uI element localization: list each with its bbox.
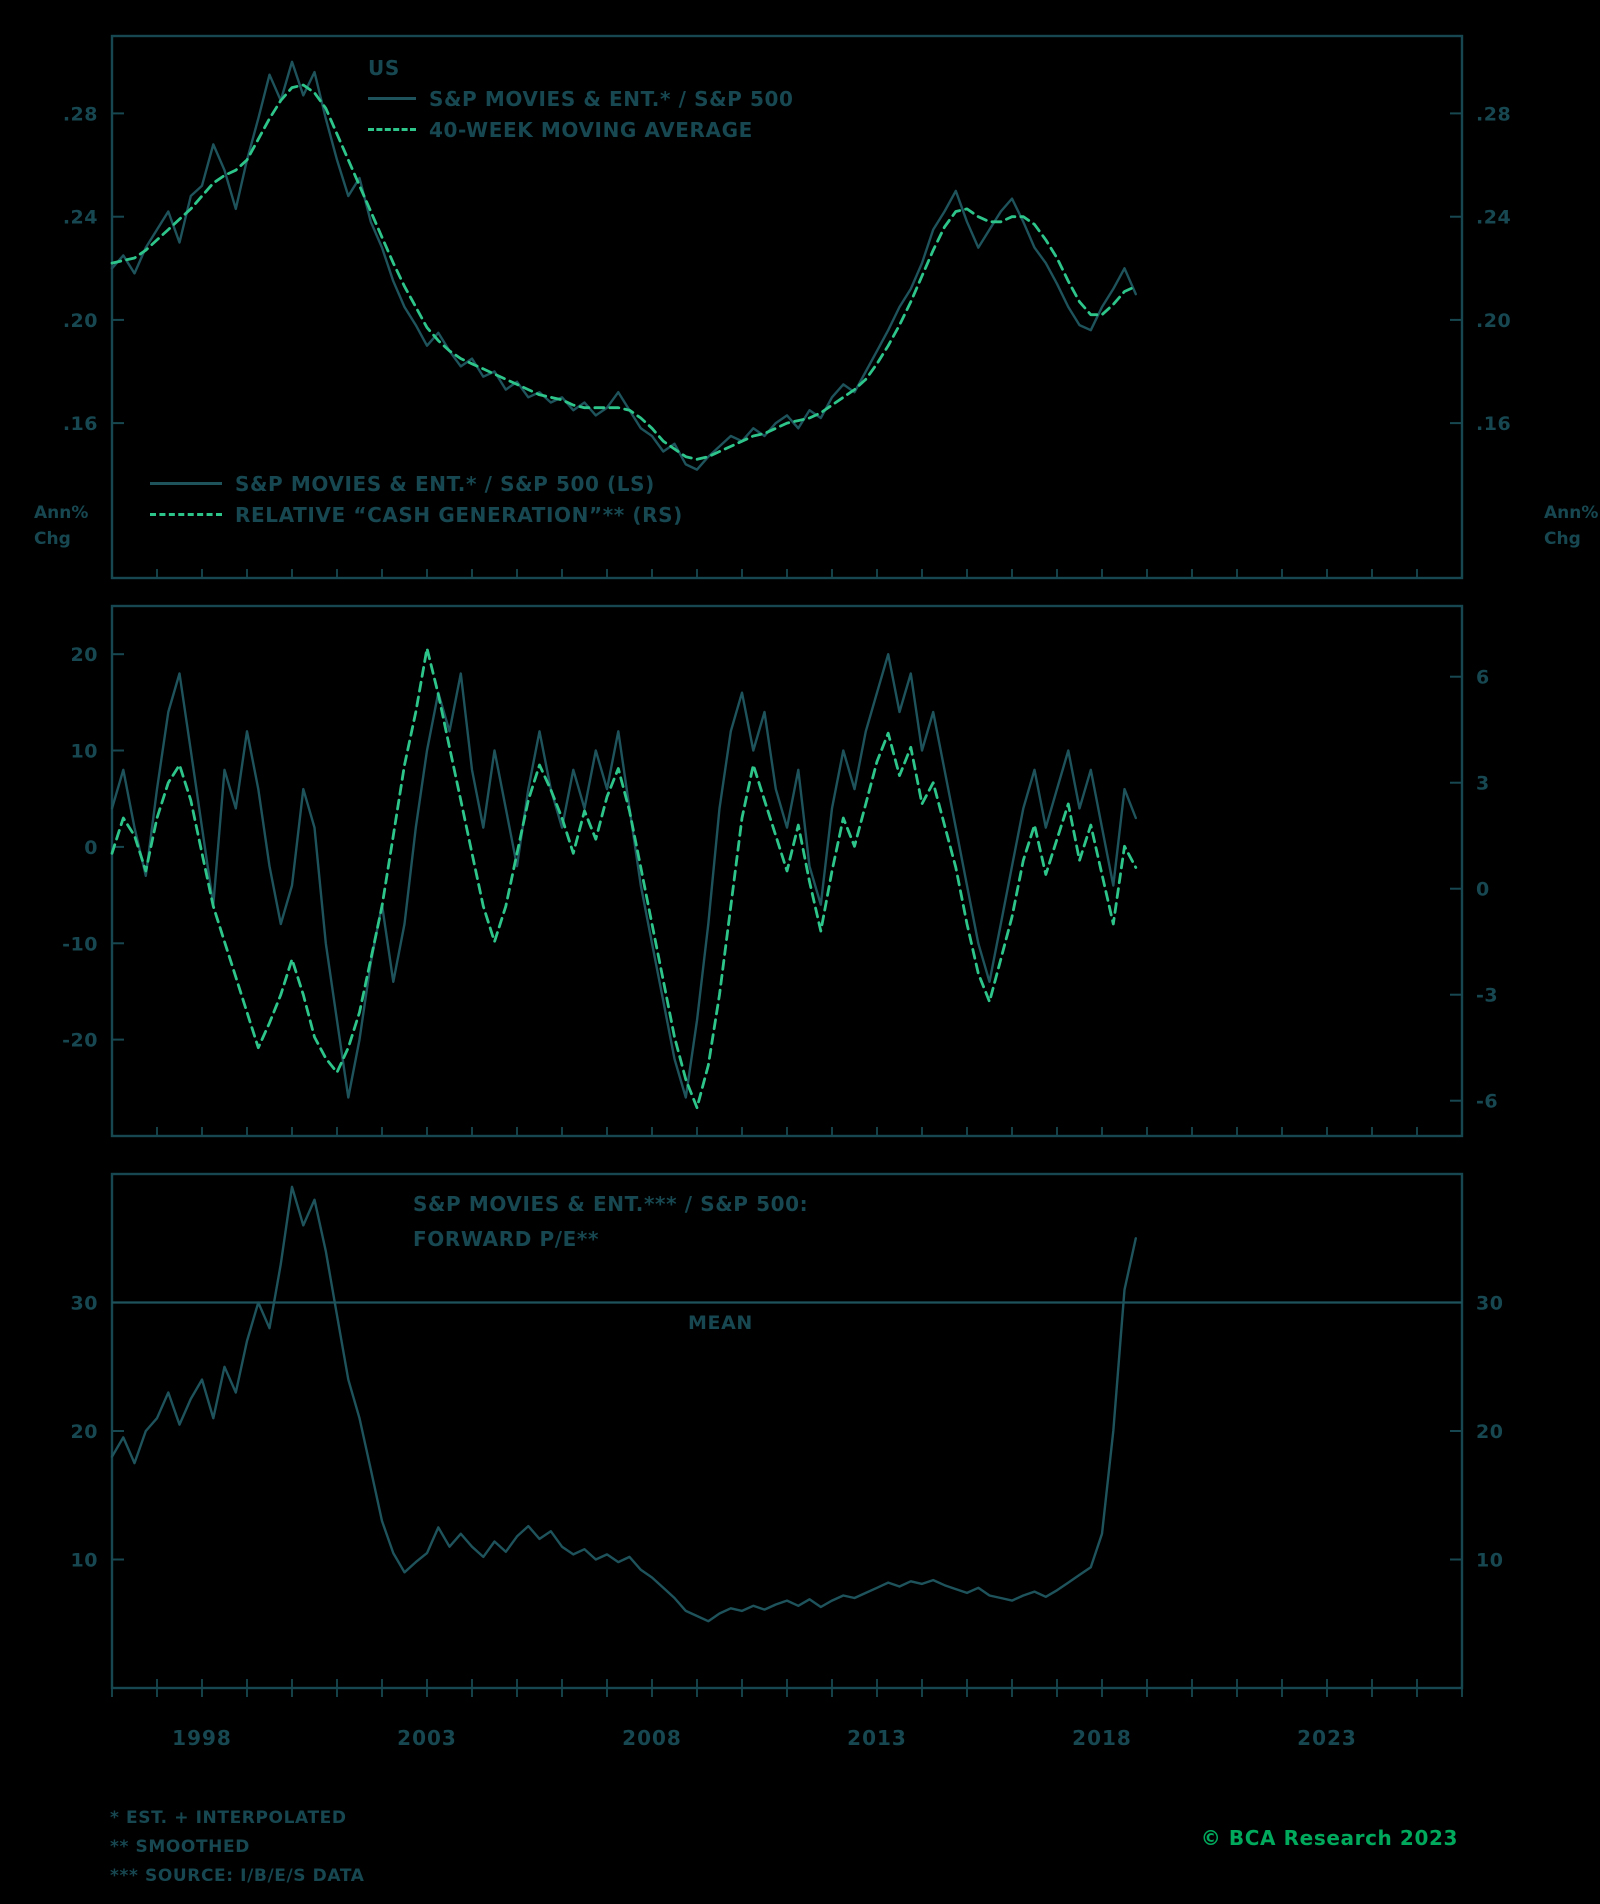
panel1-series1-row: S&P MOVIES & ENT.* / S&P 500 bbox=[368, 83, 794, 114]
x-axis-year-label: 2023 bbox=[1297, 1726, 1357, 1750]
y-tick-label-left: .16 bbox=[63, 413, 98, 435]
sp-movies-ent-rel-sp500-yoy bbox=[110, 653, 1138, 1099]
y-tick-label-right: 20 bbox=[1476, 1421, 1503, 1443]
panel2-series2-label: RELATIVE “CASH GENERATION”** (RS) bbox=[235, 502, 683, 527]
panel3-title-line2: FORWARD P/E** bbox=[413, 1227, 600, 1251]
panel2-legend: S&P MOVIES & ENT.* / S&P 500 (LS) RELATI… bbox=[150, 468, 683, 530]
footnote-3: *** SOURCE: I/B/E/S DATA bbox=[110, 1866, 365, 1886]
panel3-title: S&P MOVIES & ENT.*** / S&P 500: FORWARD … bbox=[413, 1192, 808, 1262]
y-tick-label-left: 20 bbox=[71, 644, 98, 666]
panel1-series2-row: 40-WEEK MOVING AVERAGE bbox=[368, 114, 794, 145]
y-tick-label-right: 10 bbox=[1476, 1550, 1503, 1572]
y-tick-label-left: 0 bbox=[84, 837, 98, 859]
y-tick-label-right: .28 bbox=[1476, 103, 1511, 125]
copyright: © BCA Research 2023 bbox=[1200, 1826, 1458, 1850]
right-axis-unit: Chg bbox=[1544, 529, 1581, 549]
y-tick-label-left: .24 bbox=[63, 207, 98, 229]
panel3-title-line1: S&P MOVIES & ENT.*** / S&P 500: bbox=[413, 1192, 809, 1216]
panel1-series2-label: 40-WEEK MOVING AVERAGE bbox=[429, 117, 753, 142]
x-axis-year-label: 2003 bbox=[397, 1726, 457, 1750]
y-tick-label-left: 20 bbox=[71, 1421, 98, 1443]
sp-movies-ent-rel-sp500 bbox=[110, 60, 1138, 471]
y-tick-label-right: -3 bbox=[1476, 985, 1498, 1007]
footnotes: * EST. + INTERPOLATED ** SMOOTHED *** SO… bbox=[110, 1804, 364, 1891]
relative-cash-generation bbox=[110, 647, 1138, 1110]
x-axis-year-label: 1998 bbox=[172, 1726, 232, 1750]
40-week-moving-average bbox=[110, 83, 1138, 461]
y-tick-label-right: .20 bbox=[1476, 310, 1511, 332]
left-axis-unit: Chg bbox=[34, 529, 71, 549]
x-axis-year-label: 2008 bbox=[622, 1726, 682, 1750]
panel2-series2-row: RELATIVE “CASH GENERATION”** (RS) bbox=[150, 499, 683, 530]
y-tick-label-left: -10 bbox=[62, 933, 98, 955]
y-tick-label-left: .20 bbox=[63, 310, 98, 332]
dark-line-swatch bbox=[150, 482, 222, 485]
y-tick-label-left: -20 bbox=[62, 1030, 98, 1052]
region-label: US bbox=[368, 55, 400, 80]
y-tick-label-right: 3 bbox=[1476, 773, 1490, 795]
green-dashed-line-swatch bbox=[150, 513, 222, 516]
green-dashed-line-swatch bbox=[368, 128, 416, 131]
y-tick-label-right: .24 bbox=[1476, 207, 1511, 229]
y-tick-label-left: 10 bbox=[71, 1550, 98, 1572]
panel2-series1-row: S&P MOVIES & ENT.* / S&P 500 (LS) bbox=[150, 468, 683, 499]
panel2-series1-label: S&P MOVIES & ENT.* / S&P 500 (LS) bbox=[235, 471, 655, 496]
x-axis-year-label: 2013 bbox=[847, 1726, 907, 1750]
forward-pe bbox=[110, 1185, 1138, 1623]
y-tick-label-left: 10 bbox=[71, 741, 98, 763]
y-tick-label-right: 30 bbox=[1476, 1293, 1503, 1315]
right-axis-unit: Ann% bbox=[1544, 503, 1598, 523]
left-axis-unit: Ann% bbox=[34, 503, 88, 523]
footnote-1: * EST. + INTERPOLATED bbox=[110, 1808, 347, 1828]
mean-annotation: MEAN bbox=[688, 1312, 753, 1334]
panel1-series1-label: S&P MOVIES & ENT.* / S&P 500 bbox=[429, 86, 794, 111]
y-tick-label-right: 0 bbox=[1476, 879, 1490, 901]
y-tick-label-right: .16 bbox=[1476, 413, 1511, 435]
footnote-2: ** SMOOTHED bbox=[110, 1837, 250, 1857]
y-tick-label-right: -6 bbox=[1476, 1091, 1498, 1113]
panel1-region-row: US bbox=[368, 52, 794, 83]
y-tick-label-left: .28 bbox=[63, 103, 98, 125]
y-tick-label-left: 30 bbox=[71, 1293, 98, 1315]
panel1-legend: US S&P MOVIES & ENT.* / S&P 500 40-WEEK … bbox=[368, 52, 794, 145]
dark-line-swatch bbox=[368, 97, 416, 100]
x-axis-year-label: 2018 bbox=[1072, 1726, 1132, 1750]
y-tick-label-right: 6 bbox=[1476, 667, 1490, 689]
